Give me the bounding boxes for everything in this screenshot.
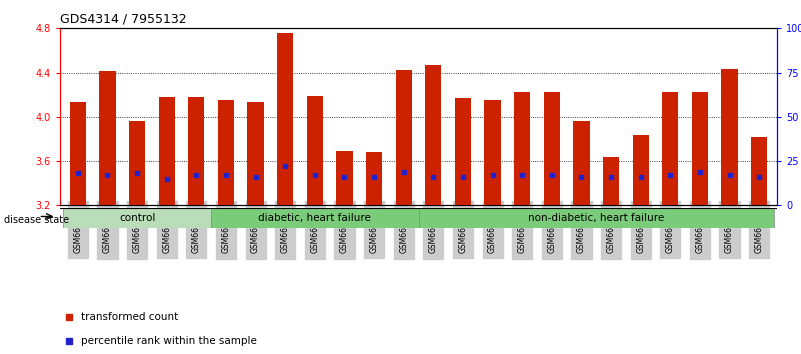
Bar xyxy=(277,33,293,205)
Text: non-diabetic, heart failure: non-diabetic, heart failure xyxy=(528,213,664,223)
Text: disease state: disease state xyxy=(4,215,69,225)
Bar xyxy=(418,208,774,228)
Bar xyxy=(211,208,418,228)
Bar xyxy=(129,121,145,205)
Bar xyxy=(218,100,234,205)
Text: GDS4314 / 7955132: GDS4314 / 7955132 xyxy=(60,13,187,26)
Text: transformed count: transformed count xyxy=(81,312,179,322)
Bar xyxy=(99,72,115,205)
Bar xyxy=(336,151,352,205)
Text: control: control xyxy=(119,213,155,223)
Bar xyxy=(63,208,211,228)
Bar xyxy=(544,92,560,205)
Bar xyxy=(159,97,175,205)
Bar xyxy=(574,121,590,205)
Bar xyxy=(396,70,412,205)
Bar xyxy=(485,100,501,205)
Bar xyxy=(70,102,86,205)
Bar xyxy=(603,156,619,205)
Bar xyxy=(692,92,708,205)
Bar xyxy=(514,92,530,205)
Bar xyxy=(248,102,264,205)
Bar xyxy=(662,92,678,205)
Bar xyxy=(455,98,471,205)
Text: percentile rank within the sample: percentile rank within the sample xyxy=(81,336,257,346)
Bar xyxy=(425,65,441,205)
Bar xyxy=(307,96,323,205)
Bar xyxy=(722,69,738,205)
Bar xyxy=(751,137,767,205)
Text: diabetic, heart failure: diabetic, heart failure xyxy=(259,213,372,223)
Bar xyxy=(188,97,204,205)
Bar xyxy=(633,135,649,205)
Bar xyxy=(366,152,382,205)
